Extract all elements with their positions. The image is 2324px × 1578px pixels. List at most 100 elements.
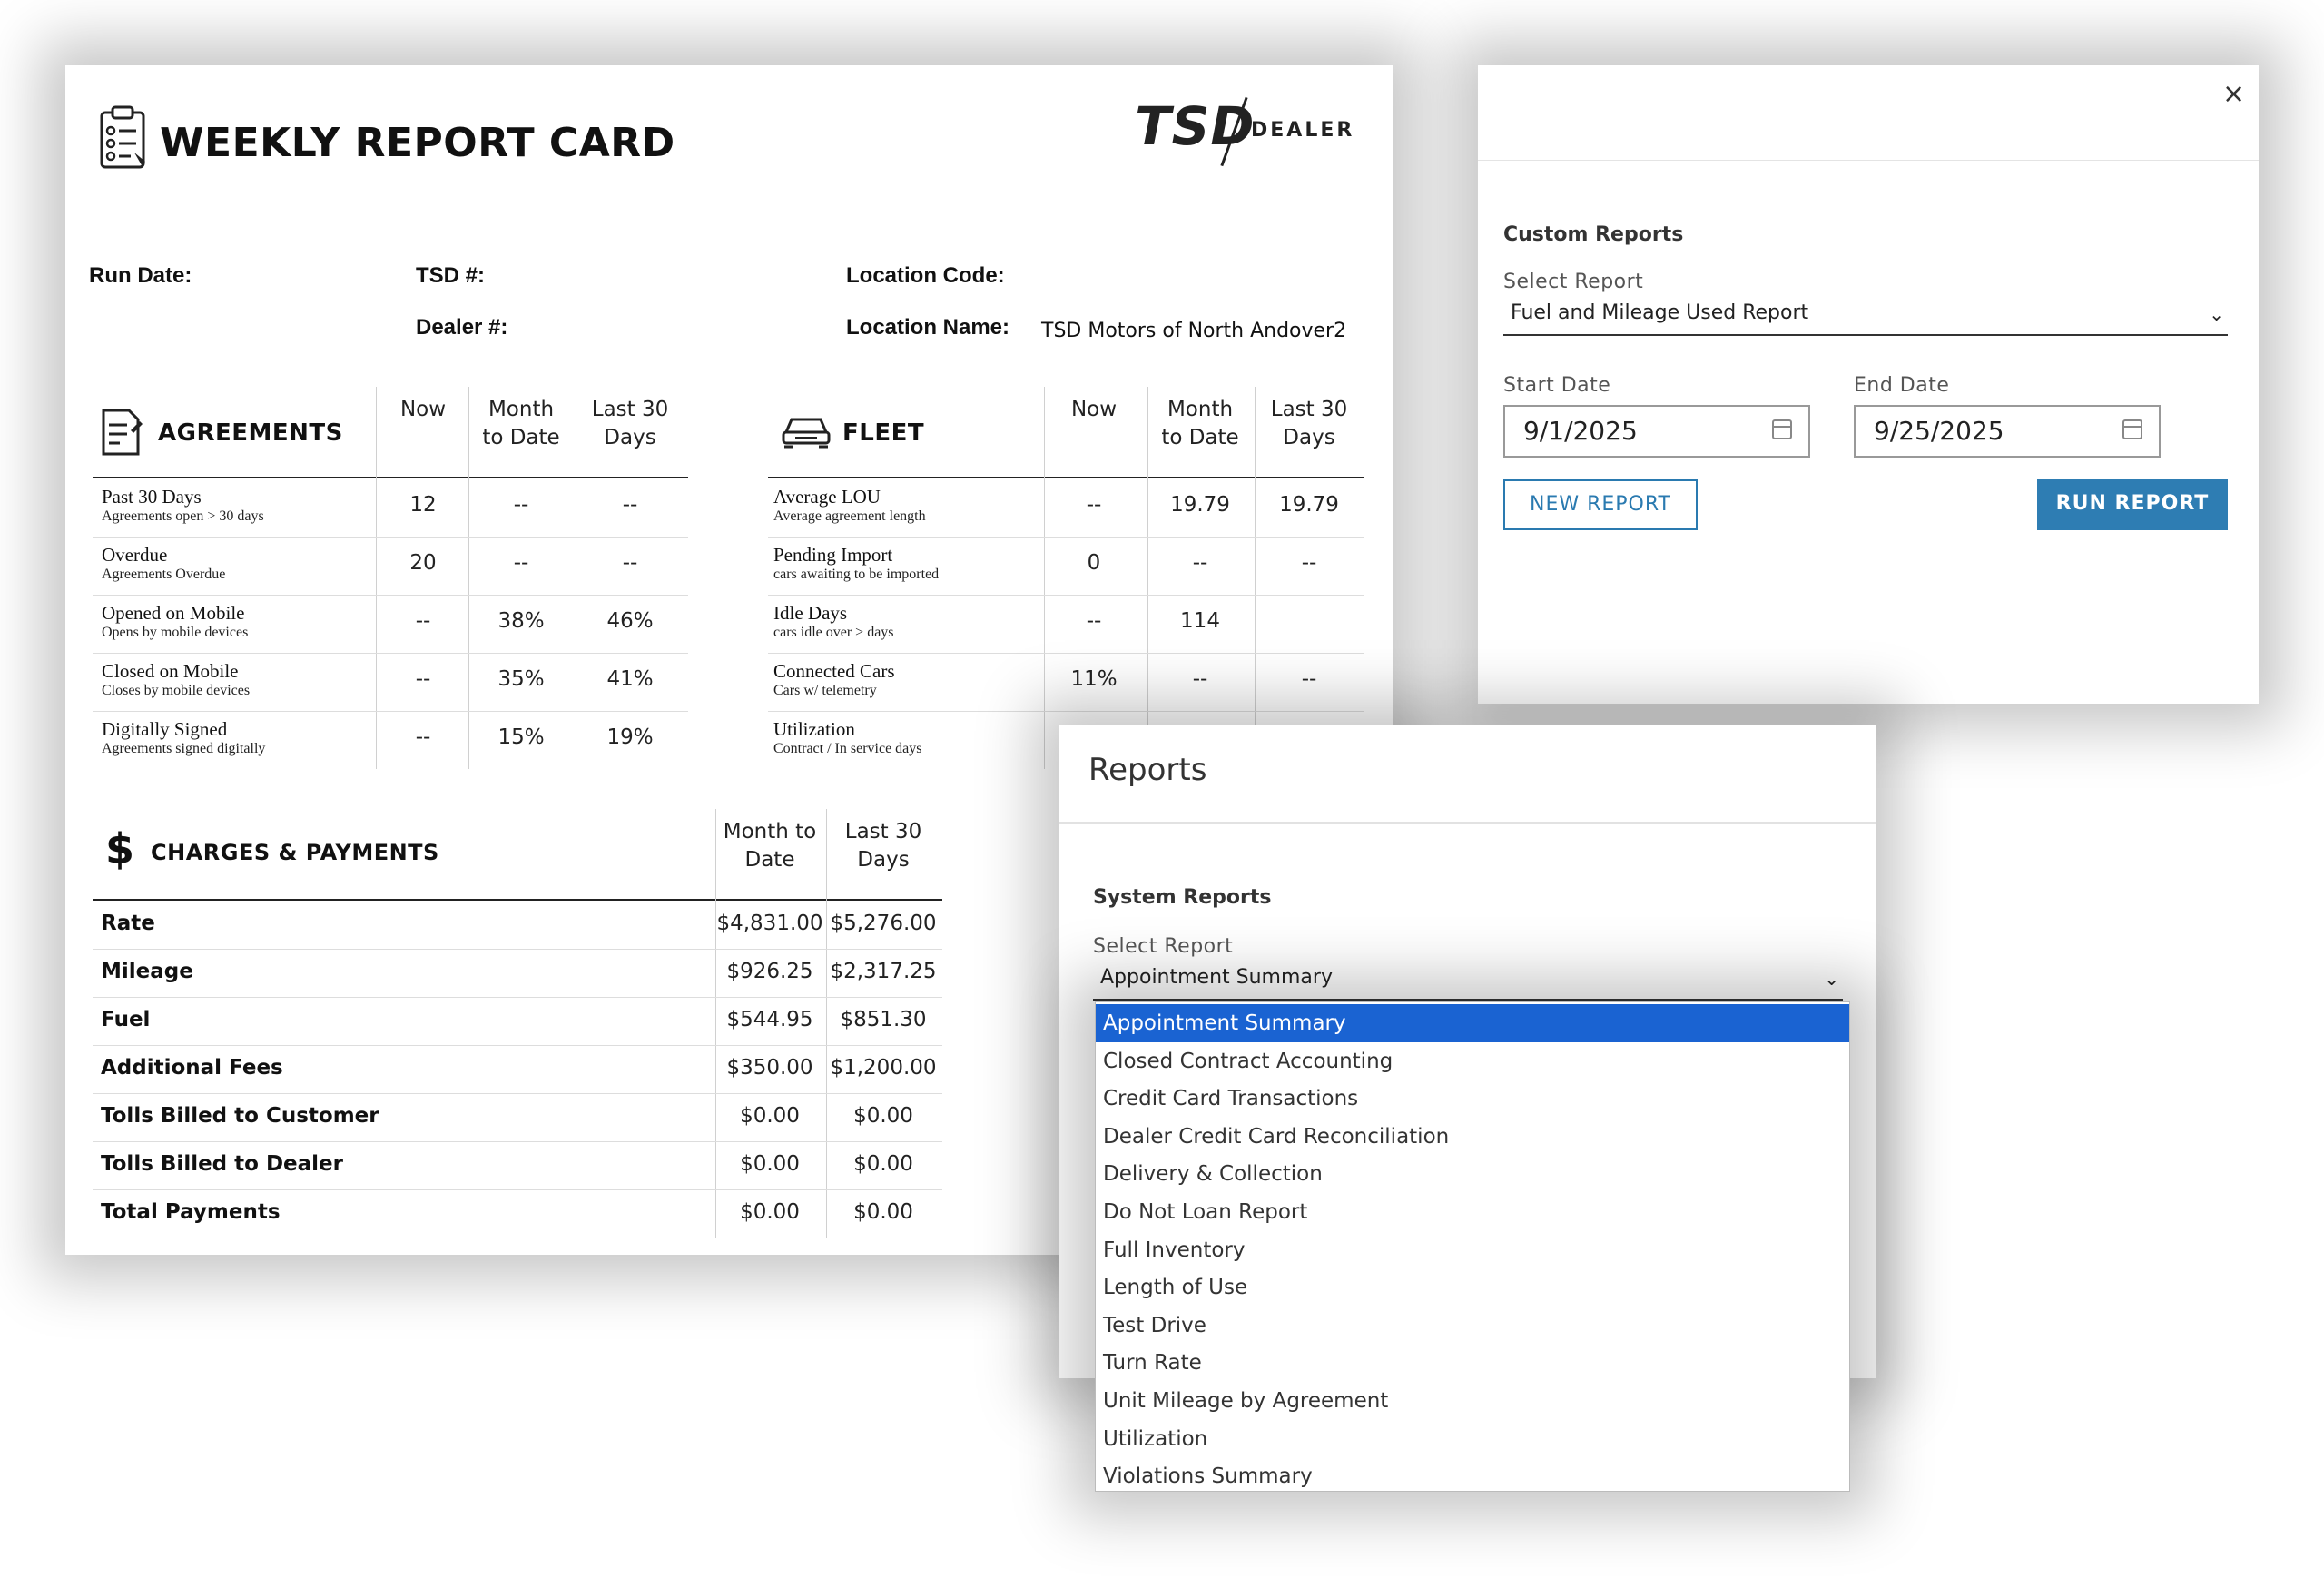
agreements-cell: 46% <box>606 609 654 633</box>
charges-row-label: Fuel <box>101 1008 150 1031</box>
location-name-value: TSD Motors of North Andover2 <box>1041 320 1347 342</box>
fleet-row-label: Average LOU Average agreement length <box>773 487 926 527</box>
custom-reports-heading: Custom Reports <box>1503 223 1684 246</box>
charges-cell: $926.25 <box>726 960 813 983</box>
agreements-cell: -- <box>415 609 431 633</box>
charges-row-label: Mileage <box>101 960 193 983</box>
report-option[interactable]: Do Not Loan Report <box>1103 1200 1308 1224</box>
fleet-header-2: Last 30 Days <box>1270 398 1348 449</box>
agreements-header-0: Now <box>399 398 447 421</box>
fleet-cell: 19.79 <box>1279 493 1339 517</box>
charges-cell: $2,317.25 <box>830 960 937 983</box>
charges-cell: $0.00 <box>853 1152 913 1176</box>
agreements-cell: -- <box>513 551 529 575</box>
fleet-row-label: Pending Import cars awaiting to be import… <box>773 545 939 585</box>
fleet-row-subtitle: Cars w/ telemetry <box>773 683 877 698</box>
report-option[interactable]: Test Drive <box>1103 1313 1206 1337</box>
end-date-input[interactable]: 9/25/2025 <box>1854 405 2161 458</box>
system-report-select[interactable]: Appointment Summary ⌄ <box>1093 966 1843 1001</box>
charges-cell: $0.00 <box>740 1200 800 1224</box>
end-date-label: End Date <box>1854 374 1950 397</box>
agreements-cell: 20 <box>409 551 437 575</box>
agreements-cell: 35% <box>497 667 545 691</box>
fleet-cell: -- <box>1301 667 1317 691</box>
fleet-cell: -- <box>1192 667 1208 691</box>
select-report-label: Select Report <box>1503 271 1644 293</box>
report-option[interactable]: Full Inventory <box>1103 1238 1246 1262</box>
report-option[interactable]: Turn Rate <box>1103 1351 1202 1376</box>
fleet-row-title: Utilization <box>773 718 855 740</box>
agreements-cell: -- <box>415 667 431 691</box>
calendar-icon[interactable] <box>2122 419 2142 439</box>
run-date-label: Run Date: <box>89 263 192 288</box>
report-option[interactable]: Violations Summary <box>1103 1465 1313 1489</box>
custom-report-select[interactable]: Fuel and Mileage Used Report ⌄ <box>1503 301 2228 336</box>
charges-header-0: Month to Date <box>723 820 817 872</box>
report-option[interactable]: Length of Use <box>1103 1276 1248 1300</box>
agreements-cell: -- <box>415 725 431 749</box>
agreements-row-label: Closed on Mobile Closes by mobile devices <box>102 661 250 701</box>
fleet-column-divider <box>1044 387 1045 769</box>
agreements-row-label: Opened on Mobile Opens by mobile devices <box>102 603 248 643</box>
report-option[interactable]: Utilization <box>1103 1426 1208 1451</box>
report-clipboard-icon <box>100 105 145 169</box>
start-date-input[interactable]: 9/1/2025 <box>1503 405 1810 458</box>
report-option[interactable]: Delivery & Collection <box>1103 1162 1323 1187</box>
location-code-label: Location Code: <box>846 263 1005 288</box>
fleet-header-0: Now <box>1070 398 1118 421</box>
agreements-row-subtitle: Agreements open > 30 days <box>102 508 264 524</box>
charges-cell: $4,831.00 <box>716 912 823 935</box>
charges-row-divider <box>93 1189 942 1190</box>
charges-row-label: Tolls Billed to Dealer <box>101 1152 343 1176</box>
charges-row-title: Fuel <box>101 1008 151 1031</box>
fleet-cell: 0 <box>1087 551 1101 575</box>
fleet-row-title: Average LOU <box>773 486 881 508</box>
agreements-row-divider <box>93 537 688 538</box>
tsd-dealer-logo: TSD DEALER <box>1135 95 1352 167</box>
agreements-cell: -- <box>622 551 638 575</box>
close-icon[interactable]: × <box>2222 78 2246 110</box>
agreements-header-rule <box>93 477 688 478</box>
chevron-down-icon: ⌄ <box>1824 968 1839 990</box>
agreements-row-label: Past 30 Days Agreements open > 30 days <box>102 487 264 527</box>
agreements-column-divider <box>376 387 377 769</box>
system-report-select-value: Appointment Summary <box>1100 966 1333 989</box>
location-name-label: Location Name: <box>846 315 1010 340</box>
charges-row-title: Total Payments <box>101 1200 281 1224</box>
calendar-icon[interactable] <box>1772 419 1792 439</box>
charges-cell: $0.00 <box>853 1200 913 1224</box>
run-report-button[interactable]: RUN REPORT <box>2037 479 2228 530</box>
tsd-number-label: TSD #: <box>416 263 486 288</box>
agreements-row-divider <box>93 711 688 712</box>
report-dropdown-list[interactable]: Appointment Summary Closed Contract Accou… <box>1095 1001 1850 1492</box>
charges-row-divider <box>93 949 942 950</box>
agreements-column-divider <box>468 387 469 769</box>
charges-cell: $0.00 <box>740 1152 800 1176</box>
report-option[interactable]: Dealer Credit Card Reconciliation <box>1103 1124 1450 1149</box>
report-option[interactable]: Appointment Summary <box>1096 1004 1849 1042</box>
fleet-cell: 11% <box>1070 667 1118 691</box>
agreements-row-divider <box>93 595 688 596</box>
charges-row-label: Rate <box>101 912 155 935</box>
charges-row-label: Tolls Billed to Customer <box>101 1104 379 1128</box>
fleet-cell: -- <box>1192 551 1208 575</box>
charges-row-divider <box>93 1045 942 1046</box>
report-option[interactable]: Credit Card Transactions <box>1103 1087 1359 1111</box>
agreements-row-title: Overdue <box>102 544 168 566</box>
charges-row-divider <box>93 997 942 998</box>
agreements-row-title: Opened on Mobile <box>102 602 245 624</box>
agreements-row-title: Past 30 Days <box>102 486 202 508</box>
agreements-row-subtitle: Agreements Overdue <box>102 567 226 582</box>
report-option[interactable]: Closed Contract Accounting <box>1103 1049 1393 1073</box>
chevron-down-icon: ⌄ <box>2209 303 2224 325</box>
report-option[interactable]: Unit Mileage by Agreement <box>1103 1389 1389 1413</box>
end-date-value: 9/25/2025 <box>1874 416 2004 446</box>
agreements-row-subtitle: Agreements signed digitally <box>102 741 266 756</box>
new-report-button[interactable]: NEW REPORT <box>1503 479 1698 530</box>
fleet-cell: 114 <box>1180 609 1220 633</box>
charges-row-divider <box>93 1093 942 1094</box>
charges-row-divider <box>93 1141 942 1142</box>
agreements-row-subtitle: Opens by mobile devices <box>102 625 249 640</box>
agreements-document-icon <box>102 409 143 456</box>
modal-header-divider <box>1059 822 1876 824</box>
